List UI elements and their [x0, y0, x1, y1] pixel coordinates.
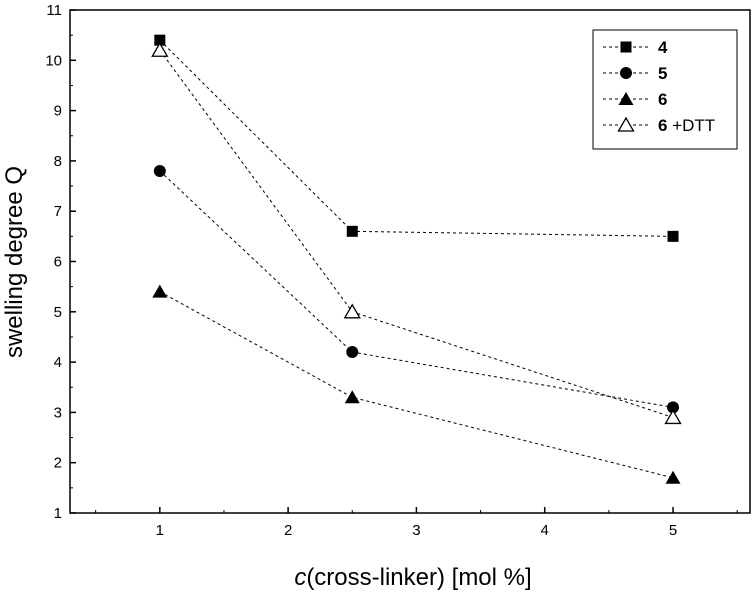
- data-point: [344, 390, 360, 404]
- legend-label: 4: [658, 38, 668, 57]
- legend-label: 6 +DTT: [658, 116, 715, 135]
- legend-label-name: 4: [658, 38, 668, 57]
- legend-marker: [620, 67, 632, 79]
- legend-marker: [617, 116, 635, 132]
- data-point: [665, 470, 681, 484]
- x-tick-label: 1: [156, 522, 164, 539]
- y-tick-label: 5: [54, 304, 62, 321]
- legend-label-suffix: +DTT: [667, 116, 715, 135]
- data-point: [343, 303, 361, 319]
- x-axis-title: c(cross-linker) [mol %]: [294, 564, 531, 591]
- legend-label-name: 5: [658, 64, 667, 83]
- legend-marker: [620, 41, 632, 53]
- y-tick-label: 1: [54, 505, 62, 522]
- data-point: [154, 34, 166, 46]
- y-tick-label: 2: [54, 455, 62, 472]
- y-tick-label: 8: [54, 153, 62, 170]
- series-line: [159, 291, 674, 479]
- legend-box: [592, 29, 738, 150]
- x-tick-label: 2: [284, 522, 292, 539]
- y-tick-label: 7: [54, 203, 62, 220]
- x-tick-label: 5: [669, 522, 677, 539]
- data-point: [346, 346, 359, 359]
- x-tick-label: 4: [541, 522, 549, 539]
- legend-label-name: 6: [658, 116, 667, 135]
- y-axis-ticks: 1 2 3 4 5 6 7 8 9 10 11: [45, 2, 76, 522]
- data-point: [152, 284, 168, 298]
- y-tick-label: 10: [45, 52, 62, 69]
- y-tick-label: 3: [54, 404, 62, 421]
- y-tick-label: 11: [46, 2, 62, 19]
- x-axis-ticks: 1 2 3 4 5: [95, 507, 738, 539]
- data-point: [346, 225, 358, 237]
- data-point: [667, 230, 679, 242]
- y-tick-label: 6: [54, 254, 62, 271]
- x-tick-label: 3: [412, 522, 420, 539]
- legend-label: 5: [658, 64, 667, 83]
- data-point: [153, 164, 166, 177]
- series-layer: [151, 34, 682, 484]
- y-axis-title: swelling degree Q: [1, 166, 28, 358]
- data-point: [667, 401, 680, 414]
- legend-label: 6: [658, 90, 667, 109]
- data-point: [664, 409, 682, 425]
- x-axis-title-italic: c: [294, 564, 306, 591]
- data-point: [151, 41, 169, 57]
- x-axis-title-rest: (cross-linker) [mol %]: [306, 564, 531, 591]
- y-tick-label: 9: [54, 103, 62, 120]
- series-line: [159, 170, 674, 408]
- legend-label-name: 6: [658, 90, 667, 109]
- legend-marker: [618, 92, 634, 105]
- y-tick-label: 4: [54, 354, 62, 371]
